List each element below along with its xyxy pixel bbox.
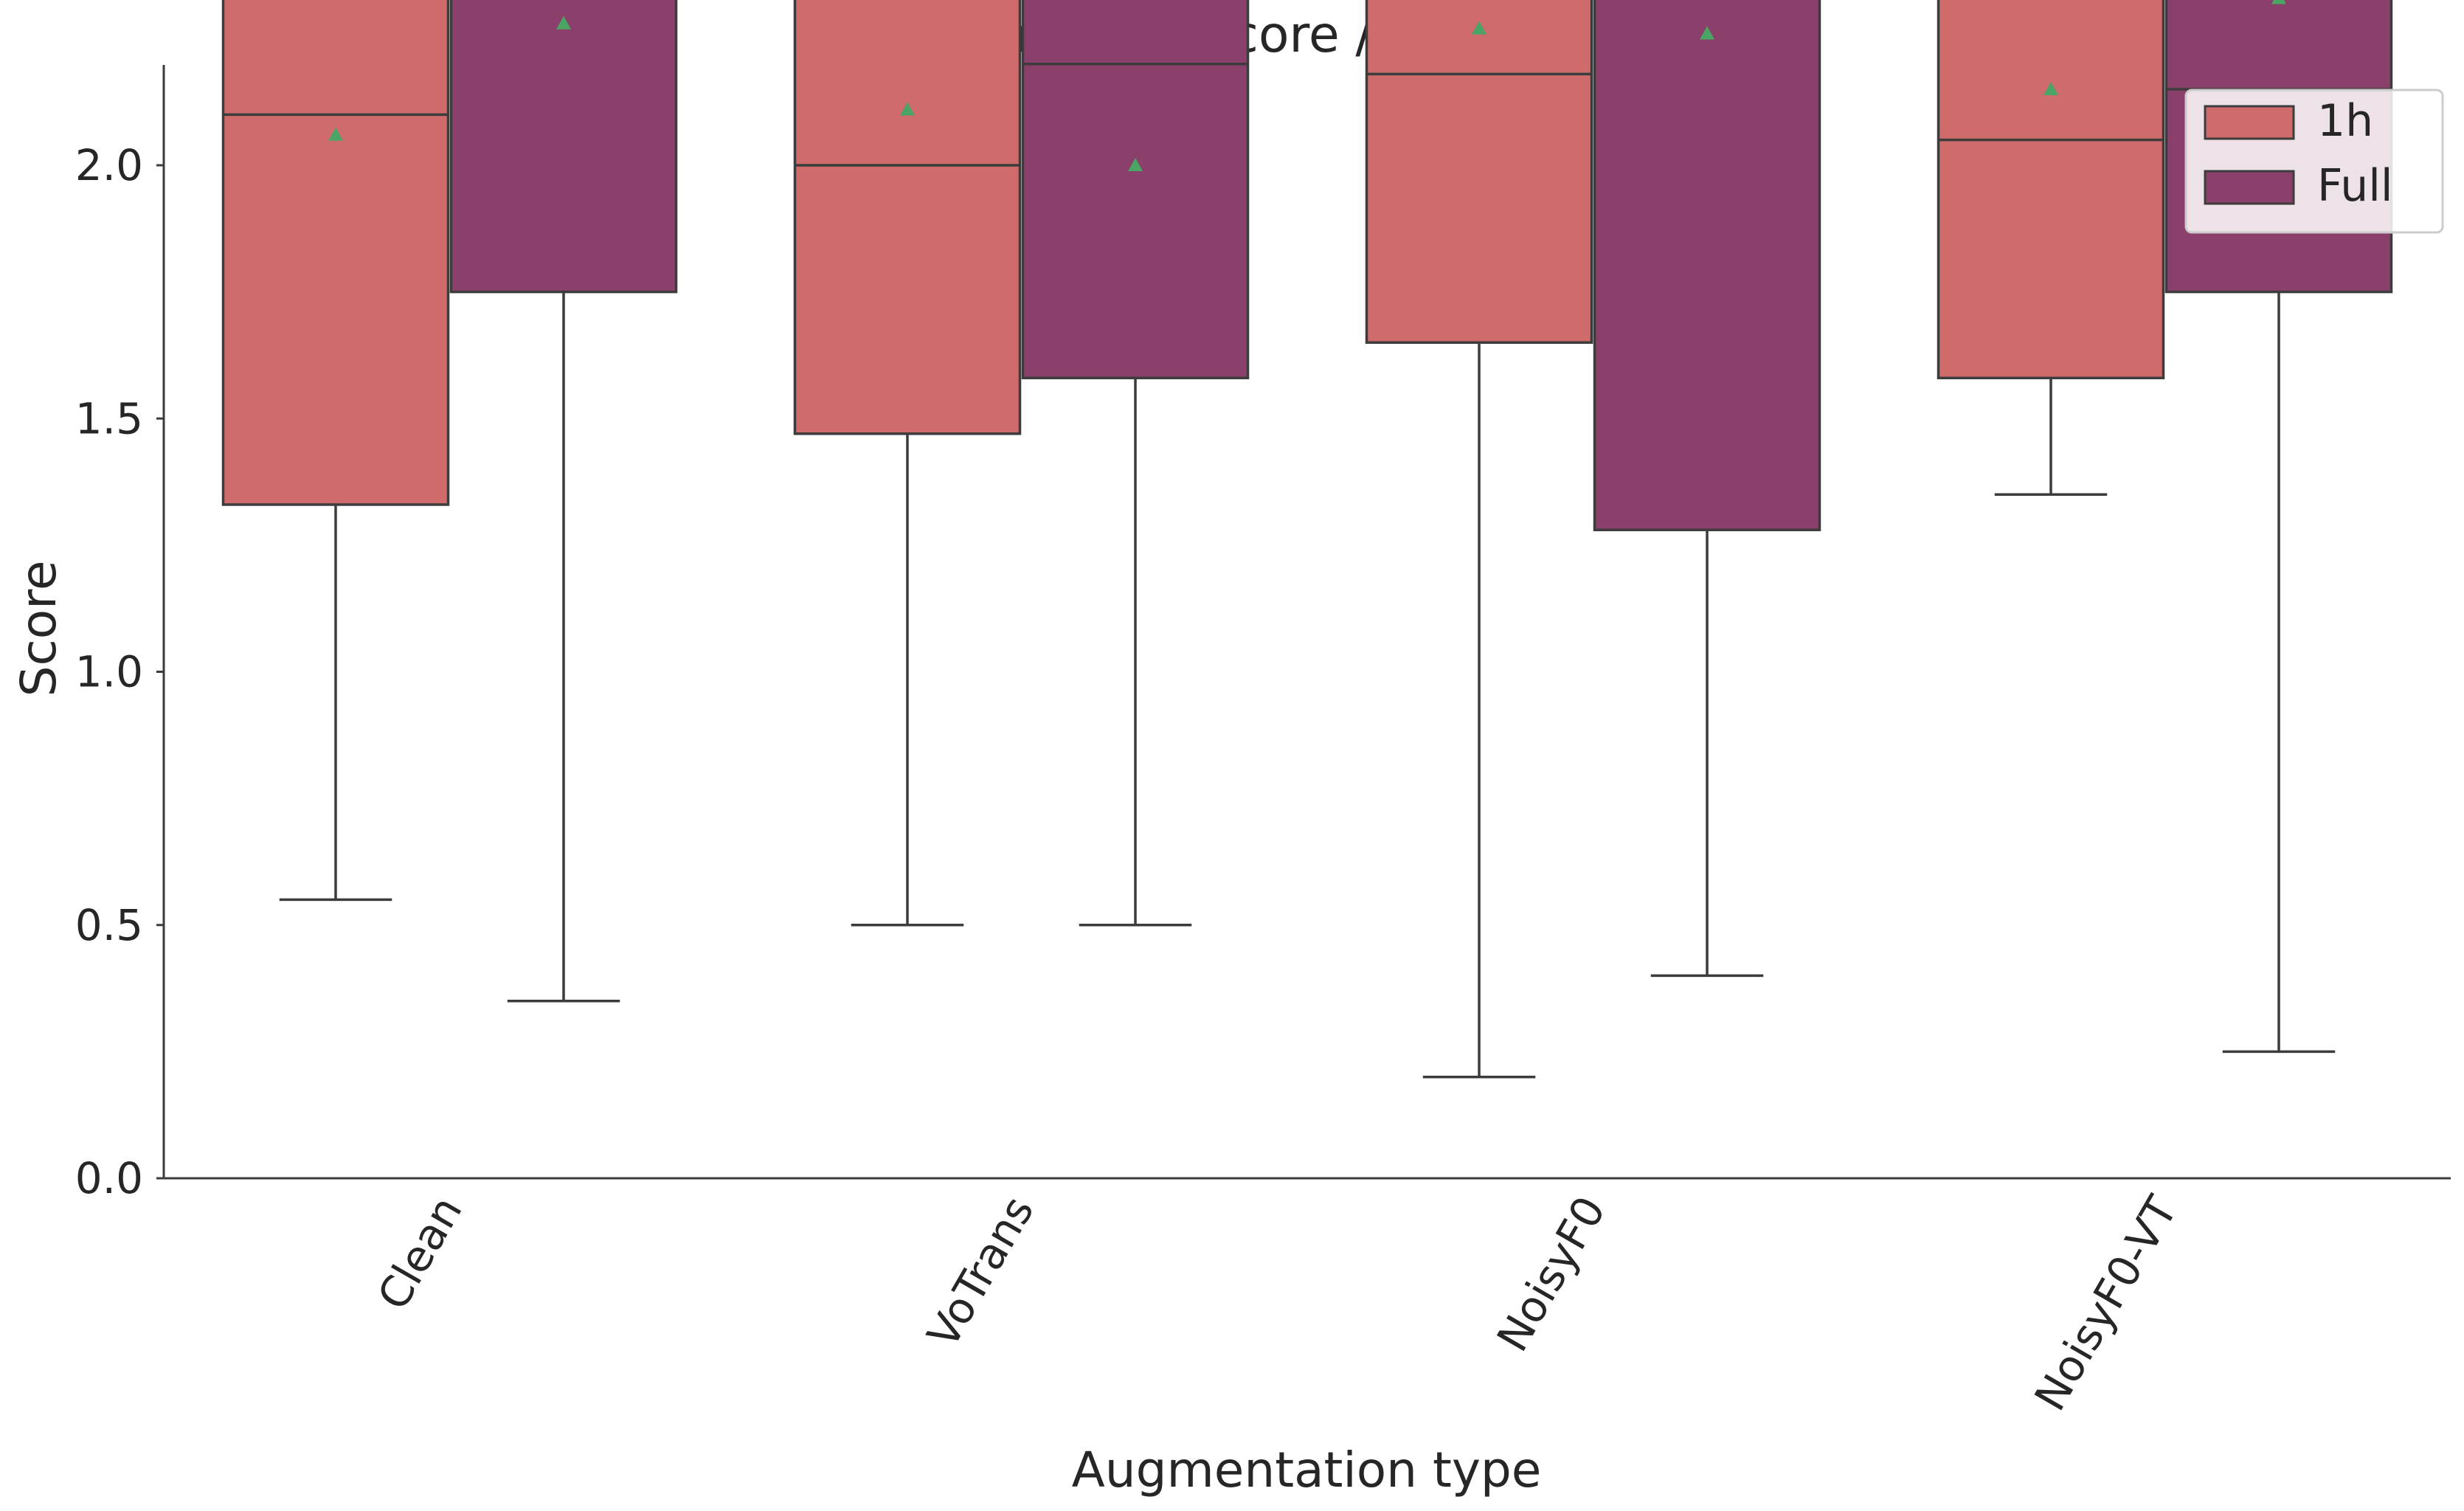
x-tick-label: NoisyF0-VT bbox=[2025, 1188, 2187, 1420]
box-body bbox=[1365, 0, 1593, 345]
box-body bbox=[1937, 0, 2165, 380]
plot-area: 0.00.51.01.52.02.53.03.54.0CleanVoTransN… bbox=[75, 0, 2451, 1419]
y-tick-label: 2.0 bbox=[75, 140, 143, 190]
mean-marker bbox=[2271, 0, 2286, 4]
mean-marker bbox=[556, 15, 571, 30]
legend-swatch bbox=[2204, 105, 2295, 140]
legend-label: Full bbox=[2317, 160, 2393, 212]
legend-label: 1h bbox=[2317, 95, 2373, 147]
y-tick-label: 0.0 bbox=[75, 1153, 143, 1203]
x-axis-title: Augmentation type bbox=[1072, 1442, 1542, 1498]
legend-swatch bbox=[2204, 170, 2295, 205]
y-tick-label: 0.5 bbox=[75, 900, 143, 950]
y-tick-label: 1.5 bbox=[75, 393, 143, 443]
mean-marker bbox=[1472, 21, 1487, 35]
y-axis-title: Score bbox=[10, 561, 67, 697]
box-body bbox=[1021, 0, 1250, 380]
mean-marker bbox=[328, 127, 343, 141]
x-tick-label: VoTrans bbox=[918, 1188, 1044, 1356]
box-body bbox=[793, 0, 1022, 435]
box-body bbox=[449, 0, 678, 294]
y-tick-label: 1.0 bbox=[75, 647, 143, 697]
box-body bbox=[221, 0, 450, 506]
box-body bbox=[1593, 0, 1821, 532]
x-tick-label: Clean bbox=[367, 1188, 471, 1318]
mean-marker bbox=[2043, 82, 2058, 96]
x-tick-label: NoisyF0 bbox=[1487, 1188, 1616, 1360]
mean-marker bbox=[900, 102, 915, 116]
legend: 1h Full bbox=[2184, 89, 2444, 234]
mean-marker bbox=[1128, 158, 1143, 171]
mean-marker bbox=[1700, 26, 1714, 40]
